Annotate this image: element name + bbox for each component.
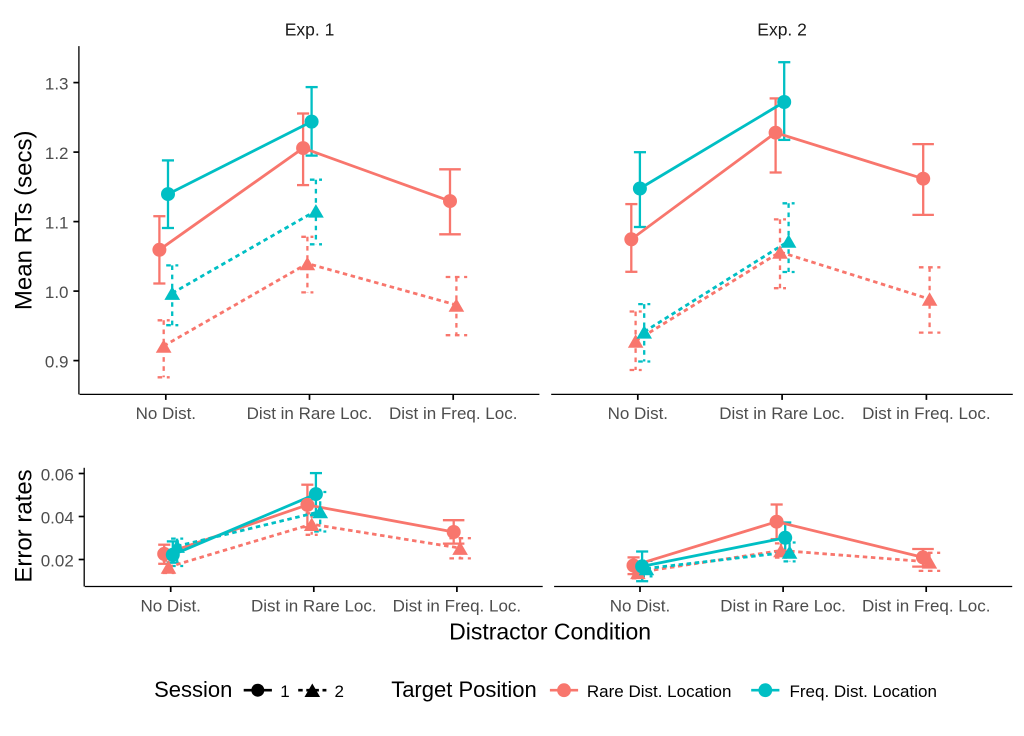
svg-text:Freq. Dist. Location: Freq. Dist. Location xyxy=(790,682,937,701)
svg-text:1: 1 xyxy=(280,682,289,701)
svg-text:1.3: 1.3 xyxy=(45,75,69,94)
svg-text:No Dist.: No Dist. xyxy=(610,597,670,616)
svg-text:Dist in Freq. Loc.: Dist in Freq. Loc. xyxy=(862,404,991,423)
svg-text:Session: Session xyxy=(154,677,232,702)
svg-text:Exp. 2: Exp. 2 xyxy=(757,20,807,40)
svg-text:No Dist.: No Dist. xyxy=(608,404,668,423)
svg-text:Mean RTs (secs): Mean RTs (secs) xyxy=(11,130,38,310)
svg-text:0.04: 0.04 xyxy=(41,509,74,528)
svg-text:No Dist.: No Dist. xyxy=(136,404,196,423)
svg-text:Dist in Freq. Loc.: Dist in Freq. Loc. xyxy=(862,597,991,616)
svg-text:No Dist.: No Dist. xyxy=(140,597,200,616)
svg-text:Dist in Rare Loc.: Dist in Rare Loc. xyxy=(720,597,846,616)
svg-text:Rare Dist. Location: Rare Dist. Location xyxy=(587,682,732,701)
svg-text:2: 2 xyxy=(335,682,344,701)
svg-text:Dist in Rare Loc.: Dist in Rare Loc. xyxy=(251,597,377,616)
svg-text:1.0: 1.0 xyxy=(45,283,69,302)
svg-text:Distractor Condition: Distractor Condition xyxy=(449,618,651,644)
svg-text:Dist in Rare Loc.: Dist in Rare Loc. xyxy=(247,404,373,423)
svg-text:Dist in Rare Loc.: Dist in Rare Loc. xyxy=(719,404,845,423)
svg-text:0.9: 0.9 xyxy=(45,353,69,372)
svg-text:1.1: 1.1 xyxy=(45,214,69,233)
svg-text:Dist in Freq. Loc.: Dist in Freq. Loc. xyxy=(393,597,522,616)
svg-text:Target Position: Target Position xyxy=(391,677,537,702)
svg-text:Error rates: Error rates xyxy=(11,469,38,582)
svg-text:Exp. 1: Exp. 1 xyxy=(285,20,335,40)
svg-text:0.06: 0.06 xyxy=(41,466,74,485)
svg-text:Dist in Freq. Loc.: Dist in Freq. Loc. xyxy=(389,404,518,423)
svg-text:0.02: 0.02 xyxy=(41,552,74,571)
svg-text:1.2: 1.2 xyxy=(45,144,69,163)
